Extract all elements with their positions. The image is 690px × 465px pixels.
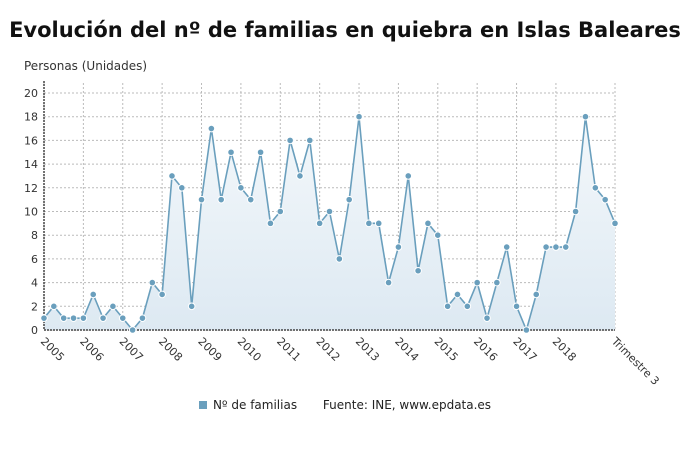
data-point [227,148,235,157]
x-tick-label: 2007 [117,335,146,364]
legend-swatch [198,401,207,409]
chart-title: Evolución del nº de familias en quiebra … [9,18,681,42]
data-point [217,195,226,204]
data-point [158,290,166,299]
data-point [59,314,68,322]
series-area [44,116,615,330]
x-tick-label: 2015 [432,335,461,364]
data-point [256,148,265,157]
data-point [325,207,334,216]
data-point [611,219,619,228]
data-point [246,195,255,204]
data-point [512,302,521,311]
data-point [315,219,324,228]
data-point [40,314,48,322]
data-point [296,172,304,180]
data-point [355,112,363,121]
y-tick-label: 10 [24,206,38,219]
x-tick-label: Trimestre 3 [608,334,662,388]
data-point [552,243,560,251]
x-tick-label: 2010 [235,335,264,364]
x-tick-label: 2008 [156,335,185,364]
data-point [365,219,373,228]
data-point [433,231,442,239]
data-point [424,219,432,228]
y-tick-label: 20 [24,87,38,100]
data-point [207,124,216,133]
y-tick-label: 16 [24,134,38,147]
data-point [374,219,383,228]
data-point [394,243,403,251]
data-point [79,314,88,322]
y-axis-label: Personas (Unidades) [24,59,148,73]
data-point [286,136,294,145]
y-tick-label: 0 [31,324,38,337]
x-tick-label: 2009 [195,335,224,364]
y-tick-label: 14 [24,158,38,171]
data-point [266,219,275,228]
data-point [493,278,501,287]
data-point [178,184,186,192]
data-point [542,243,550,251]
data-point [99,314,107,322]
data-point [335,255,344,263]
y-tick-label: 6 [31,253,38,266]
data-point [384,278,393,287]
data-point [345,195,353,204]
data-point [581,112,590,121]
y-tick-label: 4 [31,277,38,290]
data-point [197,195,206,204]
x-tick-label: 2017 [510,335,539,364]
data-point [443,302,452,311]
x-tick-label: 2013 [353,335,382,364]
data-point [276,207,285,216]
data-point [69,314,78,322]
data-point [306,136,314,145]
legend-series-label: Nº de familias [212,398,298,412]
x-tick-label: 2011 [274,335,303,364]
data-point [89,290,98,299]
x-tick-label: 2006 [77,335,106,364]
y-tick-label: 18 [24,111,38,124]
y-tick-label: 8 [31,229,38,242]
data-point [473,278,481,287]
data-point [522,326,531,334]
data-point [128,326,137,334]
data-point [168,172,176,180]
x-tick-label: 2016 [471,335,500,364]
x-tick-label: 2005 [38,335,67,364]
legend: Nº de familias Fuente: INE, www.epdata.e… [0,398,690,412]
data-point [571,207,580,216]
x-tick-label: 2012 [314,335,343,364]
data-point [463,302,472,311]
data-point [138,314,147,322]
data-point [50,302,58,311]
data-point [591,184,600,192]
source-note: Fuente: INE, www.epdata.es [322,398,492,412]
y-tick-label: 12 [24,182,38,195]
data-point [483,314,491,322]
data-point [561,243,570,251]
data-point [414,266,422,275]
y-tick-label: 2 [31,300,38,313]
x-tick-label: 2014 [392,335,421,364]
data-point [601,195,609,204]
data-point [502,243,511,251]
data-point [148,278,157,287]
data-point [118,314,127,322]
x-tick-label: 2018 [550,335,579,364]
data-point [109,302,117,311]
data-point [237,184,245,192]
data-point [187,302,196,311]
data-point [532,290,541,299]
data-point [453,290,462,299]
data-point [404,172,413,180]
